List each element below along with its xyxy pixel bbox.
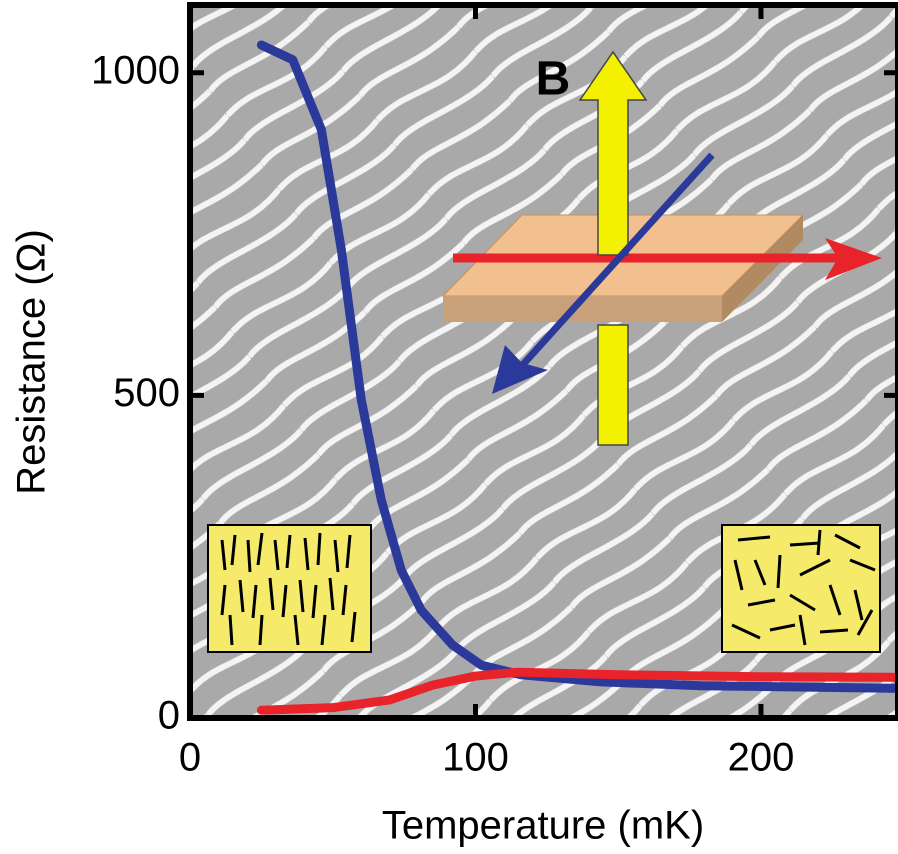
x-tick-label: 0 — [179, 736, 201, 780]
x-tick-label: 200 — [728, 736, 795, 780]
data-line — [256, 40, 898, 693]
x-axis-label: Temperature (mK) — [382, 804, 704, 848]
y-tick-label: 1000 — [91, 48, 180, 92]
y-axis-label: Resistance (Ω) — [10, 229, 54, 495]
annotation: B — [536, 53, 571, 106]
data-line — [256, 667, 898, 715]
x-tick-label: 100 — [442, 736, 509, 780]
y-tick-label: 500 — [113, 371, 180, 415]
inset-diagram — [207, 50, 882, 653]
y-tick-label: 0 — [158, 694, 180, 738]
plot-frame — [187, 2, 898, 721]
plot-lines — [256, 40, 898, 715]
